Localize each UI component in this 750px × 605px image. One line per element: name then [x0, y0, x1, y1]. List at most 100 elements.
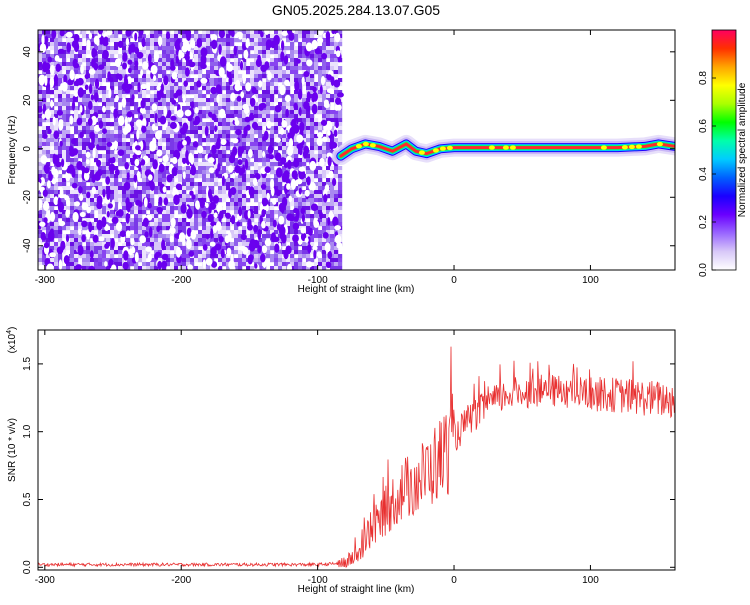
- noise-blob: [126, 213, 130, 224]
- noise-cell: [130, 174, 134, 178]
- noise-cell: [270, 134, 274, 138]
- noise-cell: [234, 250, 238, 254]
- noise-blob: [154, 51, 159, 62]
- noise-cell: [54, 258, 58, 262]
- noise-cell: [294, 258, 298, 262]
- noise-cell: [122, 178, 126, 182]
- noise-blob: [163, 186, 167, 192]
- noise-cell: [130, 222, 134, 226]
- noise-cell: [258, 74, 262, 78]
- noise-cell: [58, 178, 62, 182]
- noise-cell: [198, 170, 202, 174]
- noise-cell: [42, 126, 46, 130]
- noise-cell: [202, 74, 206, 78]
- noise-cell: [98, 186, 102, 190]
- noise-cell: [194, 254, 198, 258]
- noise-blob: [183, 171, 186, 179]
- noise-blob: [94, 92, 99, 102]
- noise-cell: [222, 166, 226, 170]
- noise-cell: [302, 66, 306, 70]
- noise-blob: [53, 117, 56, 126]
- noise-cell: [42, 30, 46, 34]
- noise-blob: [159, 164, 165, 173]
- noise-cell: [322, 202, 326, 206]
- noise-cell: [82, 126, 86, 130]
- noise-cell: [210, 70, 214, 74]
- noise-cell: [318, 234, 322, 238]
- noise-cell: [290, 74, 294, 78]
- noise-cell: [198, 94, 202, 98]
- noise-cell: [38, 214, 42, 218]
- noise-cell: [146, 138, 150, 142]
- noise-cell: [66, 90, 70, 94]
- noise-blob: [210, 242, 216, 247]
- noise-cell: [262, 54, 266, 58]
- noise-cell: [290, 42, 294, 46]
- noise-cell: [218, 126, 222, 130]
- noise-cell: [78, 178, 82, 182]
- noise-blob: [171, 100, 176, 105]
- noise-cell: [306, 202, 310, 206]
- noise-cell: [258, 98, 262, 102]
- noise-cell: [170, 206, 174, 210]
- noise-cell: [238, 194, 242, 198]
- noise-blob: [140, 69, 143, 76]
- noise-cell: [70, 206, 74, 210]
- noise-cell: [154, 214, 158, 218]
- noise-cell: [194, 242, 198, 246]
- noise-cell: [54, 210, 58, 214]
- noise-cell: [206, 174, 210, 178]
- noise-blob: [51, 29, 56, 39]
- noise-cell: [290, 54, 294, 58]
- noise-cell: [158, 70, 162, 74]
- noise-blob: [203, 259, 206, 268]
- noise-cell: [338, 214, 342, 218]
- noise-cell: [42, 90, 46, 94]
- noise-cell: [158, 74, 162, 78]
- noise-cell: [274, 90, 278, 94]
- noise-blob: [102, 50, 109, 59]
- noise-cell: [82, 118, 86, 122]
- noise-blob: [225, 235, 230, 243]
- noise-cell: [70, 250, 74, 254]
- noise-cell: [194, 218, 198, 222]
- noise-cell: [222, 258, 226, 262]
- noise-blob: [253, 225, 258, 233]
- noise-cell: [166, 246, 170, 250]
- noise-cell: [250, 130, 254, 134]
- noise-cell: [334, 186, 338, 190]
- noise-cell: [238, 102, 242, 106]
- noise-cell: [298, 78, 302, 82]
- noise-cell: [38, 258, 42, 262]
- noise-cell: [94, 254, 98, 258]
- noise-cell: [202, 162, 206, 166]
- noise-cell: [338, 170, 342, 174]
- noise-cell: [322, 70, 326, 74]
- noise-cell: [154, 218, 158, 222]
- noise-cell: [178, 118, 182, 122]
- noise-cell: [274, 82, 278, 86]
- noise-cell: [334, 210, 338, 214]
- noise-cell: [158, 62, 162, 66]
- noise-blob: [86, 40, 91, 49]
- noise-cell: [202, 38, 206, 42]
- noise-cell: [206, 90, 210, 94]
- noise-cell: [302, 42, 306, 46]
- noise-blob: [245, 159, 248, 170]
- noise-cell: [266, 234, 270, 238]
- noise-cell: [294, 46, 298, 50]
- noise-cell: [262, 82, 266, 86]
- noise-blob: [108, 88, 111, 98]
- noise-cell: [162, 50, 166, 54]
- noise-blob: [185, 110, 192, 117]
- noise-cell: [314, 238, 318, 242]
- noise-cell: [50, 150, 54, 154]
- noise-blob: [321, 120, 327, 126]
- noise-blob: [327, 130, 331, 135]
- noise-cell: [194, 154, 198, 158]
- noise-cell: [70, 190, 74, 194]
- noise-cell: [218, 122, 222, 126]
- noise-cell: [254, 78, 258, 82]
- noise-cell: [186, 170, 190, 174]
- noise-cell: [178, 78, 182, 82]
